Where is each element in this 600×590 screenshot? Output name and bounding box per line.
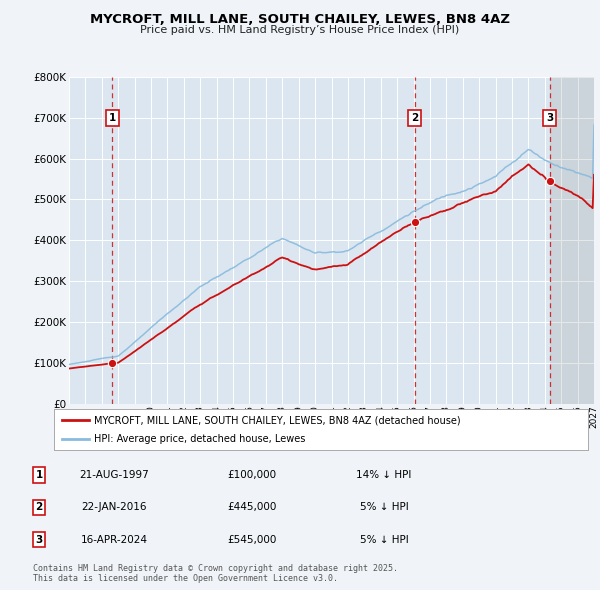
Text: 21-AUG-1997: 21-AUG-1997: [79, 470, 149, 480]
Text: HPI: Average price, detached house, Lewes: HPI: Average price, detached house, Lewe…: [94, 434, 305, 444]
Text: MYCROFT, MILL LANE, SOUTH CHAILEY, LEWES, BN8 4AZ: MYCROFT, MILL LANE, SOUTH CHAILEY, LEWES…: [90, 13, 510, 26]
Text: 22-JAN-2016: 22-JAN-2016: [81, 503, 147, 512]
Text: 14% ↓ HPI: 14% ↓ HPI: [356, 470, 412, 480]
Text: Price paid vs. HM Land Registry’s House Price Index (HPI): Price paid vs. HM Land Registry’s House …: [140, 25, 460, 35]
Text: 1: 1: [35, 470, 43, 480]
Text: 1: 1: [109, 113, 116, 123]
Text: £545,000: £545,000: [227, 535, 277, 545]
Text: 2: 2: [411, 113, 418, 123]
Text: MYCROFT, MILL LANE, SOUTH CHAILEY, LEWES, BN8 4AZ (detached house): MYCROFT, MILL LANE, SOUTH CHAILEY, LEWES…: [94, 415, 461, 425]
Text: 16-APR-2024: 16-APR-2024: [80, 535, 148, 545]
Text: 2: 2: [35, 503, 43, 512]
Text: £100,000: £100,000: [227, 470, 277, 480]
Text: 3: 3: [35, 535, 43, 545]
Text: £445,000: £445,000: [227, 503, 277, 512]
Text: 5% ↓ HPI: 5% ↓ HPI: [359, 535, 409, 545]
Text: Contains HM Land Registry data © Crown copyright and database right 2025.
This d: Contains HM Land Registry data © Crown c…: [33, 563, 398, 583]
Text: 5% ↓ HPI: 5% ↓ HPI: [359, 503, 409, 512]
Text: 3: 3: [546, 113, 553, 123]
Bar: [550, 77, 594, 404]
